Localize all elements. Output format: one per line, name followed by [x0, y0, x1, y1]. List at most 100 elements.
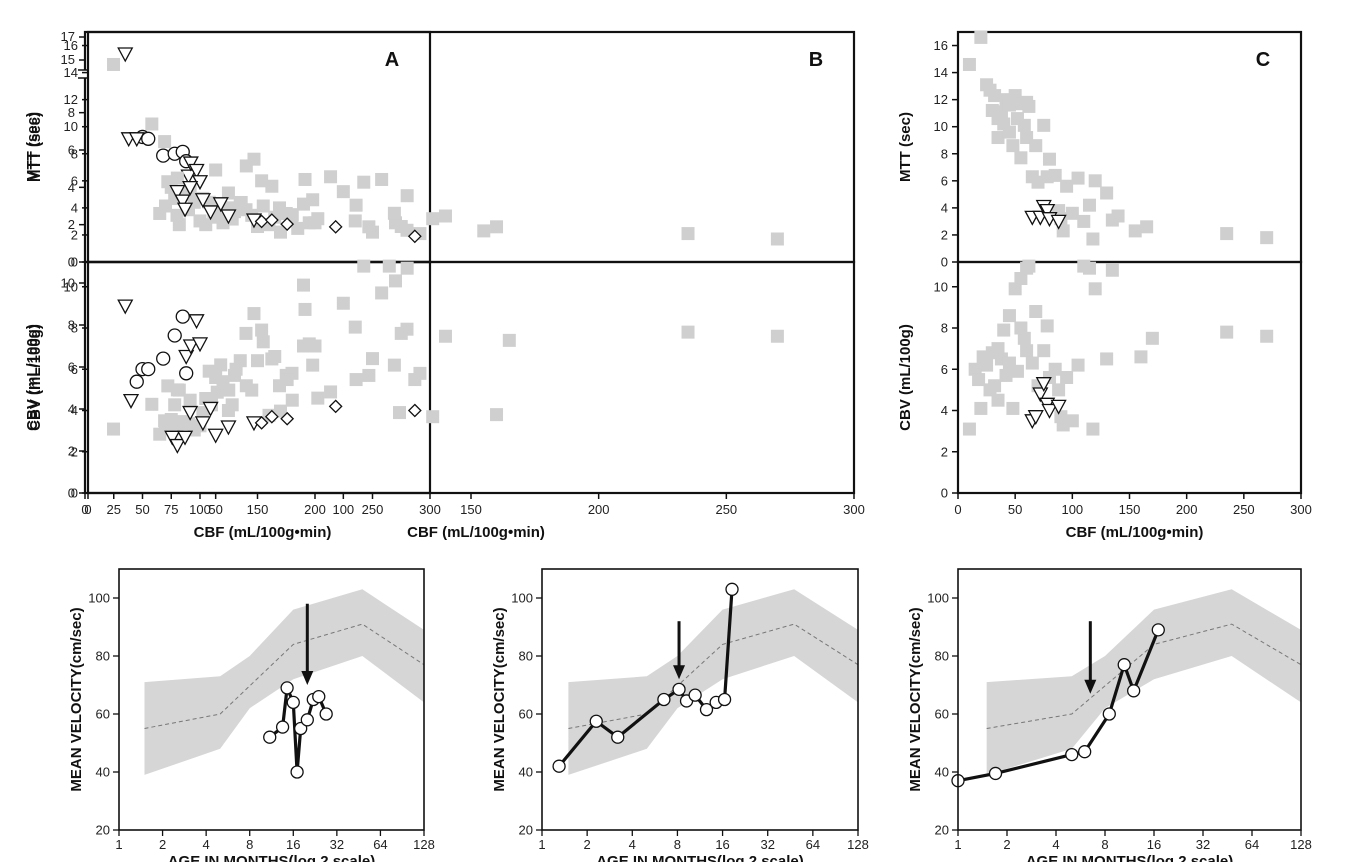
x-axis-title: CBF (mL/100g•min) [1066, 524, 1204, 541]
event-arrow-head [673, 665, 686, 680]
normal-data-point [255, 323, 269, 337]
y-tick-label: 2 [71, 227, 78, 242]
normal-data-point [265, 352, 279, 366]
x-tick-label: 64 [806, 837, 820, 852]
event-arrow-head [1084, 679, 1097, 694]
patient-triangle-point [176, 430, 194, 446]
y-tick-label: 6 [71, 173, 78, 188]
patient-velocity-point [275, 720, 290, 734]
normal-data-point [974, 401, 988, 415]
axis-break-gap [82, 70, 88, 78]
normal-mean-line [986, 623, 1302, 729]
patient-triangle-point [207, 428, 224, 444]
normal-data-point [214, 358, 228, 372]
normal-data-point [1037, 118, 1051, 132]
patient-velocity-point [290, 765, 304, 779]
normal-data-point [158, 135, 172, 149]
normal-data-point [1220, 325, 1234, 339]
y-tick-label: 40 [519, 765, 533, 780]
x-tick-label: 128 [847, 837, 869, 852]
x-tick-label: 250 [715, 502, 737, 517]
normal-data-point [107, 57, 121, 71]
x-tick-label: 2 [584, 837, 591, 852]
normal-data-point [490, 220, 504, 234]
panel-letter: C [1256, 49, 1270, 71]
scatter-panel-C-cbv [952, 259, 1303, 499]
y-tick-label: 14 [934, 65, 948, 80]
normal-data-point [222, 383, 236, 397]
y-axis-title: MEAN VELOCITY(cm/sec) [491, 607, 508, 791]
patient-triangle-point [188, 314, 205, 330]
normal-data-point [336, 185, 350, 199]
y-tick-label: 100 [927, 591, 949, 606]
normal-data-point [1017, 118, 1031, 132]
x-tick-label: 32 [760, 837, 774, 852]
scatter-panel-B-mtt [82, 30, 856, 264]
x-tick-label: 1 [538, 837, 545, 852]
normal-range-band [986, 589, 1301, 775]
y-tick-label: 80 [519, 649, 533, 664]
normal-data-point [770, 329, 784, 343]
patient-diamond-point [328, 399, 343, 414]
patient-circle-point [141, 131, 156, 146]
normal-data-point [357, 175, 371, 189]
patient-triangle-point [164, 430, 181, 446]
normal-data-point [1002, 125, 1016, 139]
normal-data-point [1134, 350, 1148, 364]
patient-velocity-point [657, 692, 671, 707]
normal-data-point [999, 368, 1013, 382]
normal-data-point [1002, 309, 1016, 323]
patient-triangle-point [176, 202, 194, 218]
normal-data-point [247, 307, 261, 321]
x-tick-label: 150 [1119, 502, 1141, 517]
patient-triangle-point [1050, 214, 1067, 230]
normal-data-point [183, 393, 197, 407]
y-tick-label: 12 [934, 92, 948, 107]
y-tick-label: 10 [934, 279, 948, 294]
normal-data-point [1014, 321, 1028, 335]
normal-data-point [490, 408, 504, 422]
normal-data-point [280, 373, 294, 387]
y-tick-label: 6 [71, 362, 78, 377]
x-tick-label: 300 [419, 502, 441, 517]
x-tick-label: 8 [1101, 837, 1108, 852]
normal-data-point [972, 373, 986, 387]
patient-triangle-point [117, 47, 134, 63]
y-axis-title: MEAN VELOCITY(cm/sec) [68, 607, 85, 791]
normal-data-point [297, 278, 310, 292]
patient-triangle-point [194, 193, 211, 209]
normal-data-point [1052, 383, 1066, 397]
patient-diamond-point [264, 213, 279, 227]
patient-velocity-point [672, 682, 686, 696]
normal-data-point [389, 274, 402, 288]
patient-triangle-point [1041, 403, 1058, 419]
normal-data-point [991, 131, 1005, 145]
patient-triangle-point [220, 209, 237, 225]
x-tick-label: 0 [954, 502, 961, 517]
y-tick-label: 4 [68, 402, 75, 417]
patient-circle-point [179, 366, 194, 381]
y-tick-label: 0 [71, 255, 78, 270]
normal-data-point [324, 385, 338, 399]
normal-data-point [234, 195, 248, 209]
patient-diamond-point [254, 415, 269, 430]
x-axis-title: CBF (mL/100g•min) [407, 524, 545, 541]
plot-frame [957, 568, 1302, 831]
patient-triangle-point [128, 132, 145, 148]
x-tick-label: 100 [189, 502, 211, 517]
normal-data-point [1060, 371, 1074, 384]
y-tick-label: 6 [941, 173, 948, 188]
x-tick-label: 32 [330, 837, 344, 852]
x-tick-label: 25 [107, 502, 121, 517]
normal-data-point [1048, 168, 1062, 182]
patient-triangle-point [182, 405, 199, 421]
y-axis-title: CBV (mL/100g) [24, 324, 41, 431]
normal-data-point [387, 206, 401, 220]
x-tick-label: 50 [135, 502, 149, 517]
normal-data-point [349, 198, 363, 212]
patient-velocity-point [280, 681, 294, 695]
normal-data-point [170, 171, 184, 185]
x-tick-label: 16 [286, 837, 300, 852]
panel-letter: B [809, 49, 823, 71]
